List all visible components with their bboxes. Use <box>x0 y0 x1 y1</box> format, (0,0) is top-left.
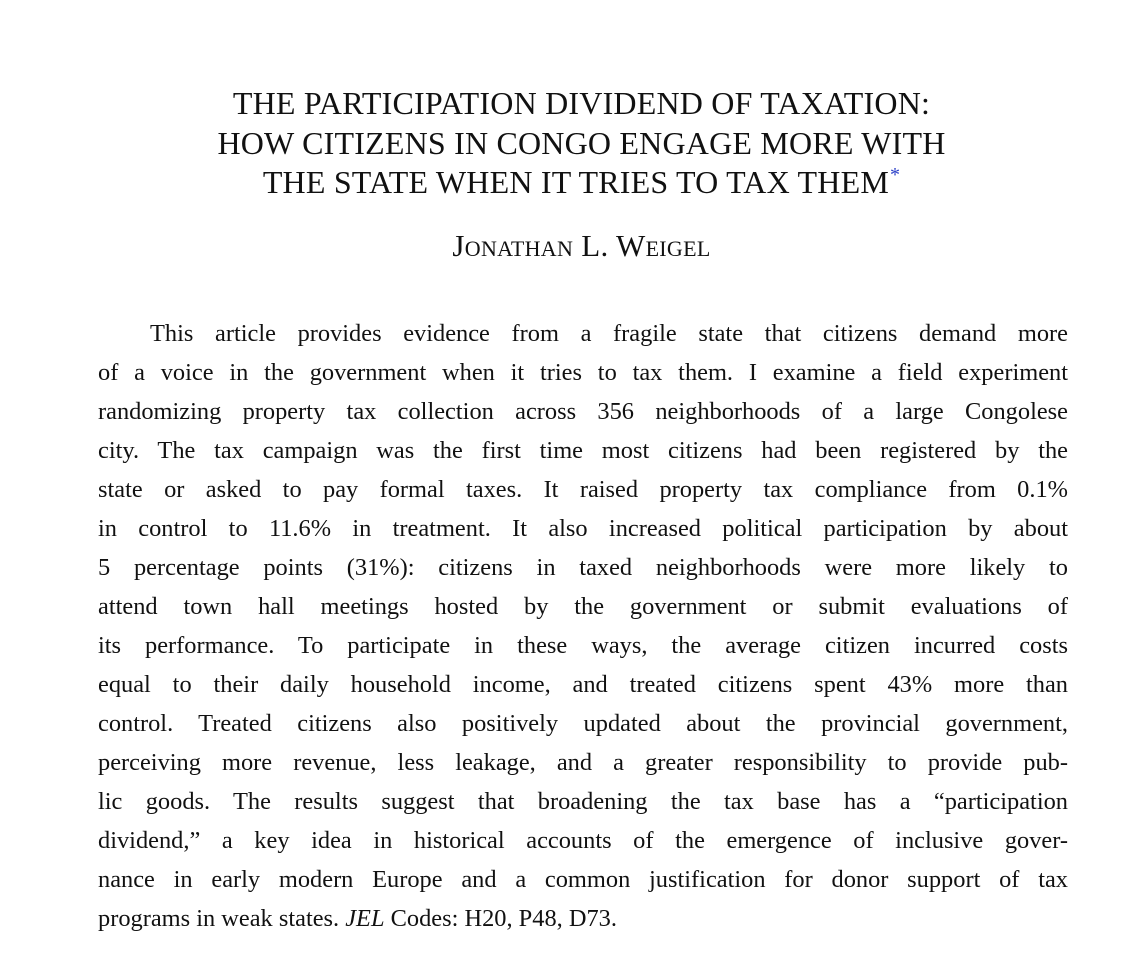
abstract-line: equal to their daily household income, a… <box>98 671 1068 698</box>
abstract-line: of a voice in the government when it tri… <box>98 359 1068 386</box>
paper-title: THE PARTICIPATION DIVIDEND OF TAXATION: … <box>0 84 1148 203</box>
abstract-line: control. Treated citizens also positivel… <box>98 710 1068 737</box>
abstract-line: 5 percentage points (31%): citizens in t… <box>98 554 1068 581</box>
title-line-3: THE STATE WHEN IT TRIES TO TAX THEM* <box>0 163 1148 203</box>
abstract-last-line: programs in weak states. JEL Codes: H20,… <box>98 899 1068 938</box>
jel-label: JEL <box>345 905 385 932</box>
title-line-3-text: THE STATE WHEN IT TRIES TO TAX THEM <box>262 164 889 200</box>
title-line-1: THE PARTICIPATION DIVIDEND OF TAXATION: <box>232 85 931 121</box>
title-footnote-link[interactable]: * <box>889 164 901 187</box>
abstract-last-line-text: programs in weak states. <box>98 905 346 932</box>
abstract-line: in control to 11.6% in treatment. It als… <box>98 515 1068 542</box>
author-name: Jonathan L. Weigel <box>452 228 711 263</box>
abstract-line: lic goods. The results suggest that broa… <box>98 788 1068 815</box>
abstract-line: dividend,” a key idea in historical acco… <box>98 827 1068 854</box>
abstract-line: city. The tax campaign was the first tim… <box>98 437 1068 464</box>
abstract-line: nance in early modern Europe and a commo… <box>98 866 1068 893</box>
abstract: This article provides evidence from a fr… <box>98 314 1068 938</box>
abstract-line: perceiving more revenue, less leakage, a… <box>98 749 1068 776</box>
abstract-line: its performance. To participate in these… <box>98 632 1068 659</box>
abstract-line: This article provides evidence from a fr… <box>150 320 1068 347</box>
abstract-line: state or asked to pay formal taxes. It r… <box>98 476 1068 503</box>
title-line-2: HOW CITIZENS IN CONGO ENGAGE MORE WITH <box>217 124 946 161</box>
abstract-line: randomizing property tax collection acro… <box>98 398 1068 425</box>
abstract-line: attend town hall meetings hosted by the … <box>98 593 1068 620</box>
jel-codes: Codes: H20, P48, D73. <box>384 905 617 932</box>
